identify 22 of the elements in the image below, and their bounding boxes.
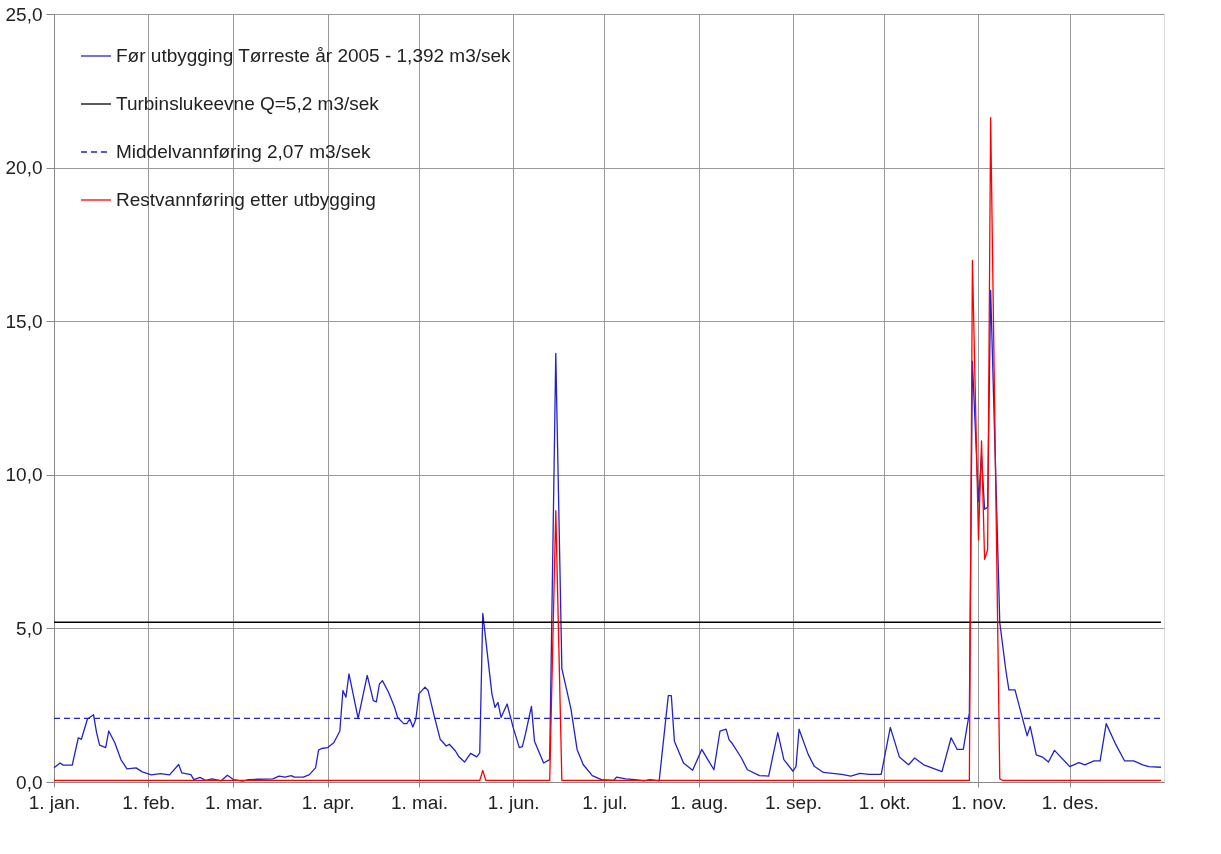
x-tick-label: 1. nov. <box>951 791 1007 813</box>
x-tick-label: 1. okt. <box>858 791 911 813</box>
y-tick-label: 10,0 <box>5 464 43 486</box>
x-tick-label: 1. mai. <box>390 791 448 813</box>
x-tick-label: 1. jul. <box>582 791 628 813</box>
y-tick-label: 5,0 <box>16 617 43 639</box>
y-tick-label: 0,0 <box>16 771 43 793</box>
legend-label: Restvannføring etter utbygging <box>116 189 376 210</box>
x-tick-label: 1. jan. <box>28 791 81 813</box>
x-tick-label: 1. jun. <box>487 791 540 813</box>
x-tick-label: 1. apr. <box>301 791 355 813</box>
legend-label: Før utbygging Tørreste år 2005 - 1,392 m3/sek <box>116 45 512 66</box>
legend-label: Middelvannføring 2,07 m3/sek <box>116 141 372 162</box>
x-tick-label: 1. feb. <box>122 791 176 813</box>
x-tick-label: 1. aug. <box>670 791 729 813</box>
x-tick-label: 1. des. <box>1041 791 1099 813</box>
x-tick-label: 1. sep. <box>764 791 823 813</box>
x-tick-label: 1. mar. <box>204 791 263 813</box>
y-tick-label: 25,0 <box>5 3 43 25</box>
y-tick-label: 20,0 <box>5 157 43 179</box>
legend-label: Turbinslukeevne Q=5,2 m3/sek <box>116 93 380 114</box>
y-tick-label: 15,0 <box>5 310 43 332</box>
